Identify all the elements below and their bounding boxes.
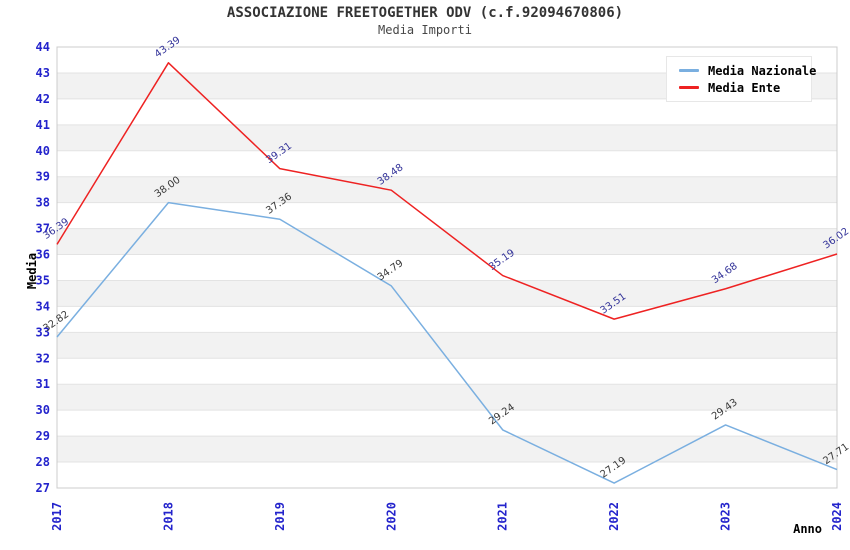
- y-tick-label: 37: [36, 222, 50, 236]
- series-line-media-ente: [56, 62, 838, 320]
- nazionale-line-swatch-icon: [679, 69, 699, 72]
- y-tick-label: 33: [36, 325, 50, 339]
- y-tick-label: 44: [36, 40, 50, 54]
- x-tick-label: 2024: [830, 502, 844, 531]
- y-tick-label: 42: [36, 92, 50, 106]
- grid-band: [57, 436, 837, 463]
- legend: Media Nazionale Media Ente: [666, 56, 816, 102]
- x-tick-label: 2022: [607, 502, 621, 531]
- grid-band: [57, 124, 837, 151]
- grid-band: [57, 332, 837, 359]
- y-tick-label: 32: [36, 351, 50, 365]
- x-axis-title: Anno: [793, 522, 822, 536]
- legend-item-media-ente: Media Ente: [667, 79, 811, 96]
- chart-title: ASSOCIAZIONE FREETOGETHER ODV (c.f.92094…: [226, 5, 624, 21]
- legend-label-media-ente: Media Ente: [708, 80, 781, 95]
- y-tick-label: 28: [36, 455, 50, 469]
- y-axis-title: Media: [25, 252, 39, 290]
- plot-border: [56, 46, 838, 489]
- series-line-media-nazionale: [56, 201, 838, 484]
- x-tick-label: 2019: [273, 502, 287, 531]
- x-tick-label: 2021: [496, 502, 510, 531]
- y-tick-label: 29: [36, 429, 50, 443]
- y-tick-label: 35: [36, 273, 50, 287]
- y-tick-label: 34: [36, 299, 50, 313]
- grid-band: [57, 384, 837, 411]
- chart-subtitle: Media Importi: [378, 23, 472, 37]
- y-tick-label: 30: [36, 403, 50, 417]
- y-tick-label: 40: [36, 144, 50, 158]
- legend-item-media-nazionale: Media Nazionale: [667, 62, 816, 79]
- y-tick-label: 39: [36, 170, 50, 184]
- x-tick-label: 2023: [719, 502, 733, 531]
- legend-label-media-nazionale: Media Nazionale: [708, 63, 817, 78]
- x-tick-label: 2018: [161, 502, 175, 531]
- y-tick-label: 36: [36, 248, 50, 262]
- x-tick-label: 2017: [50, 502, 64, 531]
- y-tick-label: 41: [36, 118, 50, 132]
- grid-band: [57, 280, 837, 307]
- value-label: 34.79: [376, 258, 406, 283]
- x-tick-label: 2020: [384, 502, 398, 531]
- grid-band: [57, 176, 837, 203]
- y-tick-label: 38: [36, 196, 50, 210]
- y-tick-label: 43: [36, 66, 50, 80]
- ente-line-swatch-icon: [679, 86, 699, 89]
- value-label: 43.39: [153, 35, 183, 60]
- y-tick-label: 31: [36, 377, 50, 391]
- y-tick-label: 27: [36, 481, 50, 495]
